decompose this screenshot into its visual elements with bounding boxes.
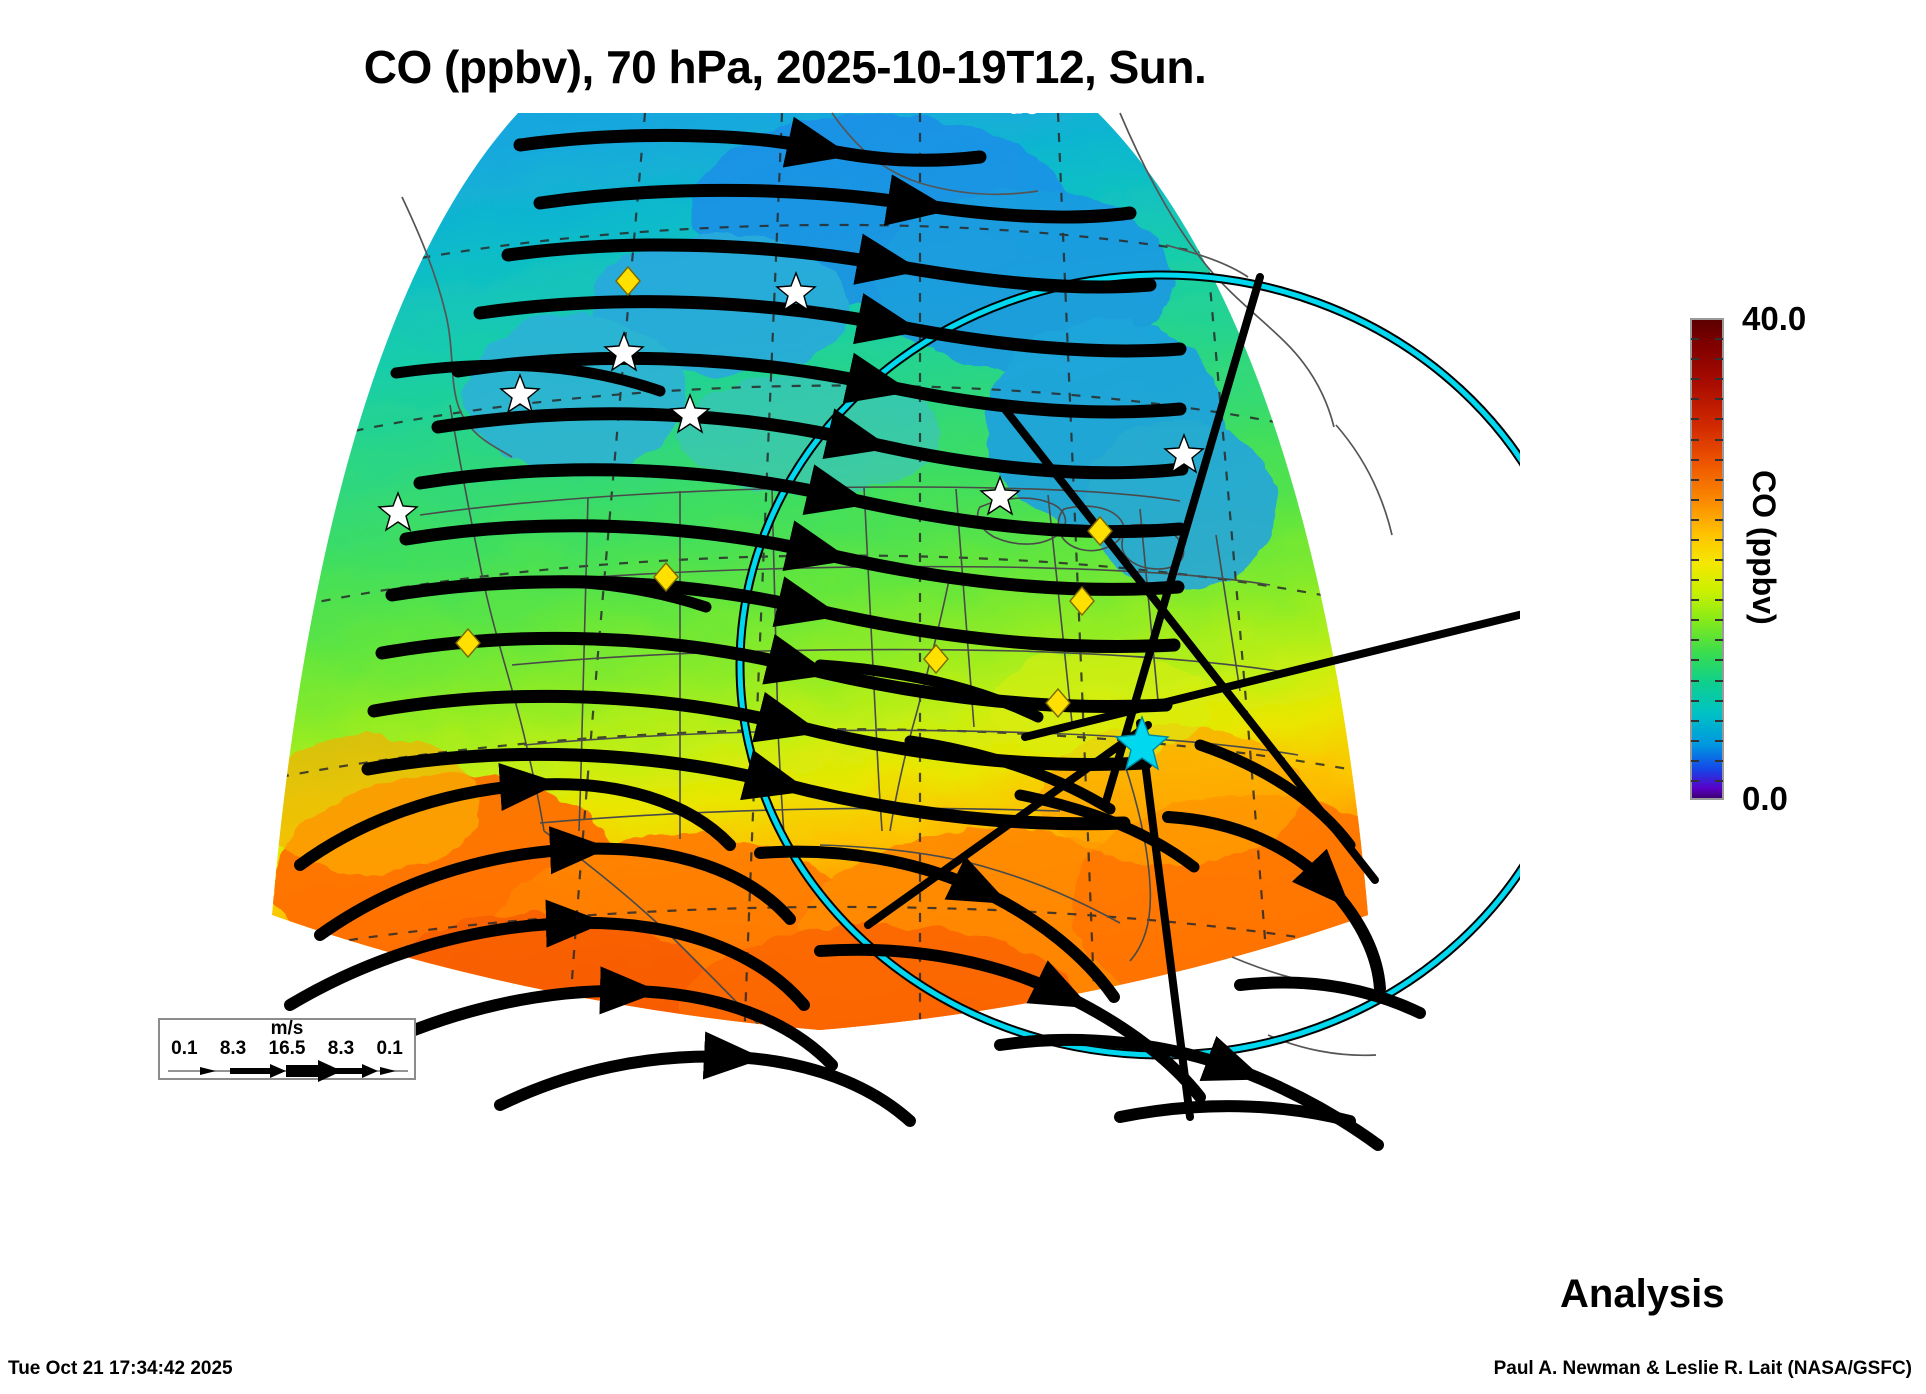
wind-legend-unit-label: m/s [270, 1018, 304, 1039]
colorbar-tick [1715, 458, 1723, 461]
colorbar-tick [1691, 338, 1699, 341]
wind-legend-tick: 0.1 [171, 1038, 198, 1059]
analysis-label: Analysis [1560, 1272, 1725, 1316]
colorbar-tick [1715, 719, 1723, 722]
station-markers-layer[interactable] [377, 265, 1205, 771]
wind-legend-tick: 8.3 [327, 1038, 355, 1059]
colorbar-tick [1691, 719, 1699, 722]
colorbar-tick [1715, 338, 1723, 341]
colorbar-ticks [1690, 318, 1724, 800]
colorbar-tick [1691, 478, 1699, 481]
wind-legend-tick: 0.1 [376, 1038, 403, 1059]
colorbar-tick [1691, 599, 1699, 602]
colorbar-tick [1691, 358, 1699, 361]
colorbar-tick [1691, 418, 1699, 421]
colorbar-tick [1691, 639, 1699, 642]
wind-legend-tick: 8.3 [219, 1038, 247, 1059]
colorbar-tick [1691, 398, 1699, 401]
colorbar-tick [1715, 599, 1723, 602]
colorbar-tick [1715, 639, 1723, 642]
colorbar-tick [1691, 538, 1699, 541]
colorbar-tick [1691, 498, 1699, 501]
colorbar-tick [1715, 538, 1723, 541]
colorbar-tick [1715, 398, 1723, 401]
colorbar-max-label: 40.0 [1742, 300, 1807, 337]
colorbar-tick [1691, 579, 1699, 582]
wind-legend-tick: 16.5 [268, 1038, 306, 1059]
map-plot[interactable] [120, 105, 1520, 1165]
colorbar-tick [1691, 739, 1699, 742]
wind-streamlines [284, 116, 1426, 1151]
colorbar: 40.0 0.0 CO (ppbv) [1690, 300, 1870, 818]
colorbar-tick [1691, 518, 1699, 521]
colorbar-tick [1715, 418, 1723, 421]
center-station-star-icon[interactable] [1114, 715, 1170, 771]
colorbar-tick [1691, 659, 1699, 662]
colorbar-tick [1715, 478, 1723, 481]
colorbar-tick [1715, 438, 1723, 441]
wind-speed-legend: m/s 0.1 8.3 16.5 8.3 0.1 [158, 1018, 416, 1082]
colorbar-tick [1715, 779, 1723, 782]
wind-legend-arrow-scale [168, 1060, 408, 1082]
colorbar-tick [1691, 559, 1699, 561]
colorbar-min-label: 0.0 [1742, 780, 1788, 817]
colorbar-tick [1691, 619, 1699, 622]
colorbar-axis-title: CO (ppbv) [1746, 470, 1782, 625]
colorbar-tick [1715, 498, 1723, 501]
colorbar-tick [1691, 759, 1699, 762]
colorbar-tick [1715, 559, 1723, 561]
author-credit: Paul A. Newman & Leslie R. Lait (NASA/GS… [1493, 1358, 1912, 1379]
colorbar-tick [1691, 458, 1699, 461]
colorbar-tick [1691, 699, 1699, 702]
diamond-marker-group[interactable] [455, 265, 1113, 719]
map-panel[interactable] [120, 105, 1520, 1165]
colorbar-tick [1715, 679, 1723, 682]
colorbar-tick [1715, 759, 1723, 762]
generation-timestamp: Tue Oct 21 17:34:42 2025 [8, 1358, 233, 1379]
co-contour-fill [272, 113, 1368, 1030]
colorbar-tick [1715, 699, 1723, 702]
colorbar-tick [1715, 619, 1723, 622]
colorbar-tick [1715, 358, 1723, 361]
colorbar-tick [1691, 679, 1699, 682]
colorbar-tick [1691, 378, 1699, 381]
colorbar-tick [1691, 438, 1699, 441]
colorbar-tick [1715, 378, 1723, 381]
colorbar-tick [1715, 659, 1723, 662]
colorbar-tick [1715, 579, 1723, 582]
colorbar-tick [1715, 518, 1723, 521]
colorbar-tick [1715, 739, 1723, 742]
page-title: CO (ppbv), 70 hPa, 2025-10-19T12, Sun. [363, 41, 1207, 93]
wind-legend-tick-labels: 0.1 8.3 16.5 8.3 0.1 [160, 1038, 414, 1060]
star-marker-group[interactable] [377, 271, 1205, 532]
colorbar-tick [1691, 779, 1699, 782]
